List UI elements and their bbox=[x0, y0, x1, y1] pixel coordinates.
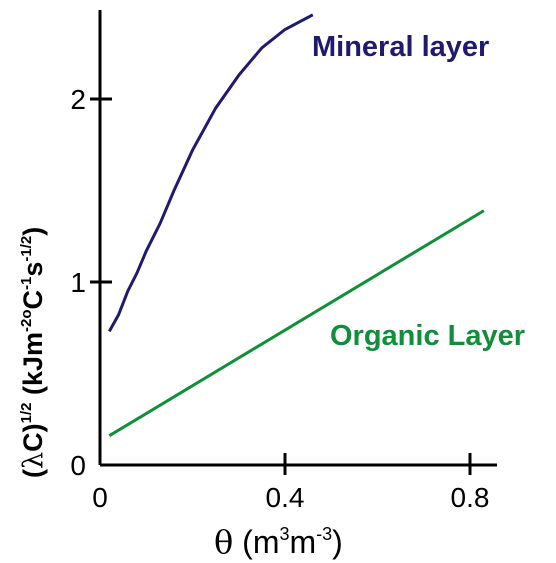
x-tick-label: 0.4 bbox=[266, 482, 305, 513]
y-tick-label: 1 bbox=[70, 267, 86, 298]
x-tick-label: 0 bbox=[92, 482, 108, 513]
series-line-organic bbox=[108, 209, 485, 437]
y-ticks: 0 1 2 bbox=[70, 84, 112, 481]
y-tick-label: 2 bbox=[70, 84, 86, 115]
series-label-mineral: Mineral layer bbox=[312, 31, 489, 63]
x-axis-label: θ (m3m-3) bbox=[214, 523, 343, 561]
x-ticks: 0 0.4 0.8 bbox=[92, 453, 489, 513]
y-axis-label: (λC)1/2 (kJm-2oC-1s-1/2) bbox=[18, 227, 49, 478]
y-tick-label: 0 bbox=[70, 450, 86, 481]
x-tick-label: 0.8 bbox=[451, 482, 490, 513]
series-line-mineral bbox=[107, 13, 314, 333]
series-label-organic: Organic Layer bbox=[330, 320, 525, 352]
